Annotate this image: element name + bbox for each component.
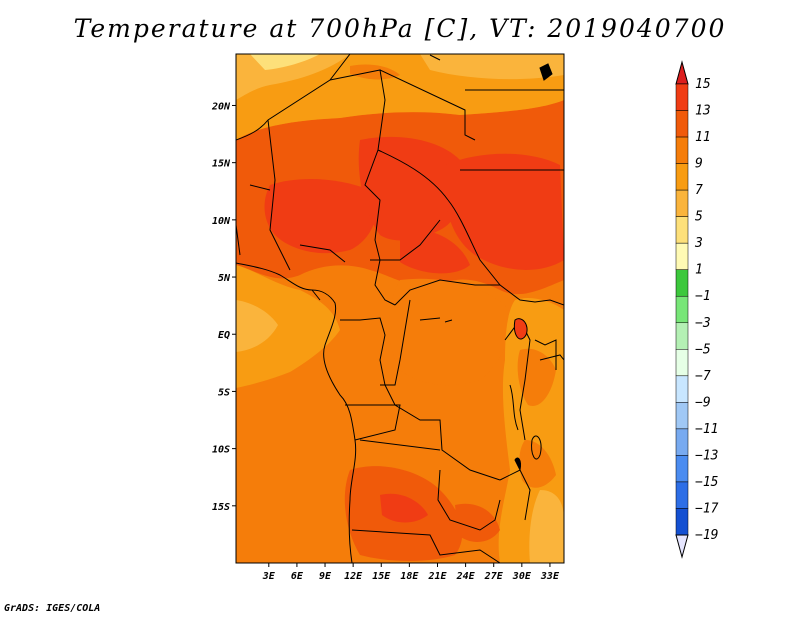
colorbar-label: −5: [695, 342, 711, 357]
lon-tick-label: 24E: [456, 571, 476, 582]
lat-tick-label: 10S: [212, 445, 230, 456]
credit-text: GrADS: IGES/COLA: [4, 603, 101, 614]
colorbar-label: 13: [695, 104, 711, 119]
colorbar-label: 11: [695, 130, 711, 145]
lat-tick-label: 20N: [211, 101, 231, 112]
colorbar-label: 9: [695, 157, 703, 172]
colorbar-segment: [675, 216, 689, 244]
lat-tick-label: 5N: [218, 273, 231, 284]
colorbar-label: 5: [695, 210, 703, 225]
colorbar-segment: [675, 508, 689, 536]
lat-tick-label: 15S: [212, 502, 230, 513]
map-title: Temperature at 700hPa [C], VT: 201904070…: [73, 14, 727, 43]
colorbar-top-arrow: [675, 60, 689, 85]
colorbar-segment: [675, 349, 689, 377]
lon-tick-label: 30E: [512, 571, 532, 582]
latitude-axis: 20N 15N 10N 5N EQ 5S 10S 15S: [211, 101, 236, 513]
colorbar-segment: [675, 455, 689, 483]
colorbar-segment: [675, 136, 689, 164]
lat-tick-label: EQ: [218, 330, 230, 341]
colorbar-label: 15: [695, 77, 711, 92]
colorbar-segment: [675, 428, 689, 456]
colorbar-segment: [675, 322, 689, 350]
colorbar-segment: [675, 242, 689, 270]
colorbar-segment: [675, 375, 689, 403]
colorbar-segment: [675, 110, 689, 138]
lon-tick-label: 15E: [372, 571, 391, 582]
colorbar-segment: [675, 295, 689, 324]
colorbar-label: −3: [695, 316, 711, 331]
lat-tick-label: 10N: [212, 216, 231, 227]
lon-tick-label: 6E: [291, 571, 304, 582]
boundaries: [236, 54, 564, 563]
lat-tick-label: 5S: [218, 387, 230, 398]
lon-tick-label: 27E: [484, 571, 504, 582]
colorbar: 15 13 11 9 7 5 3 1 −1 −3 −5 −7 −9 −11 −13 −15 −17 −19: [675, 60, 719, 559]
colorbar-segment: [675, 163, 689, 191]
colorbar-label: −9: [695, 395, 711, 410]
colorbar-label: −1: [695, 289, 711, 304]
lon-tick-label: 9E: [319, 571, 332, 582]
lat-tick-label: 15N: [212, 159, 231, 170]
map-frame: [235, 53, 565, 564]
colorbar-bottom-arrow: [675, 534, 689, 559]
colorbar-segment: [675, 269, 689, 297]
colorbar-segment: [675, 189, 689, 217]
colorbar-segment: [675, 481, 689, 509]
colorbar-label: −17: [695, 501, 719, 516]
colorbar-label: −7: [695, 369, 711, 384]
colorbar-label: −11: [695, 422, 718, 437]
colorbar-segment: [675, 83, 689, 111]
lon-tick-label: 21E: [427, 571, 447, 582]
lon-tick-label: 3E: [262, 571, 276, 582]
temperature-field: [236, 54, 564, 563]
longitude-axis: 3E 6E 9E 12E 15E 18E 21E 24E 27E 30E 33E: [262, 563, 560, 582]
lon-tick-label: 18E: [400, 571, 419, 582]
lon-tick-label: 33E: [540, 571, 560, 582]
colorbar-label: 7: [695, 183, 703, 198]
colorbar-label: 3: [694, 236, 703, 251]
colorbar-segment: [675, 402, 689, 430]
colorbar-label: −15: [695, 475, 719, 490]
colorbar-label: −19: [695, 528, 718, 543]
colorbar-label: −13: [695, 448, 718, 463]
lon-tick-label: 12E: [344, 571, 363, 582]
colorbar-label: 1: [695, 263, 703, 278]
